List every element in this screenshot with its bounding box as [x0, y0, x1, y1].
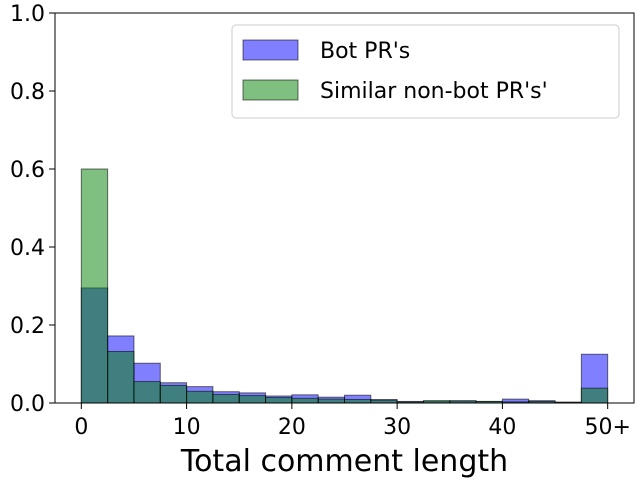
x-tick-label: 30: [383, 415, 411, 440]
y-tick-label: 0.8: [10, 80, 45, 105]
y-tick-label: 1.0: [10, 2, 45, 27]
y-axis: 0.0 0.2 0.4 0.6 0.8 1.0: [10, 2, 55, 417]
bar-series-1-bin-10: [344, 398, 372, 404]
y-tick-label: 0.2: [10, 314, 45, 339]
bar-series-1-bin-4: [186, 390, 214, 404]
legend-swatch-0: [242, 39, 299, 61]
bar-series-1-bin-19: [580, 387, 609, 404]
bar-series-1-bin-2: [133, 381, 161, 404]
series-1-bars: [80, 168, 609, 404]
y-tick-label: 0.4: [10, 236, 45, 261]
x-tick-label: 0: [74, 415, 88, 440]
bar-series-1-bin-9: [317, 398, 346, 404]
x-tick-label: 20: [278, 415, 306, 440]
x-axis-title: Total comment length: [180, 444, 508, 479]
y-tick-label: 0.6: [10, 158, 45, 183]
bar-series-1-bin-8: [291, 397, 319, 404]
plot-frame: [54, 12, 635, 404]
bar-series-1-bin-7: [265, 397, 293, 404]
legend-swatch-1: [242, 79, 299, 101]
bar-series-1-bin-6: [238, 395, 267, 404]
y-tick-label: 0.0: [10, 392, 45, 417]
legend-box: [231, 24, 620, 119]
legend: Bot PR's Similar non-bot PR's': [231, 24, 620, 119]
bar-series-1-bin-5: [212, 393, 240, 404]
x-axis: 0 10 20 30 40 50+: [74, 403, 631, 440]
bar-series-1-bin-1: [107, 351, 135, 404]
x-tick-label: 40: [488, 415, 516, 440]
bars-layer: [80, 168, 609, 404]
bar-series-1-bin-3: [159, 384, 188, 404]
legend-label-1: Similar non-bot PR's': [320, 79, 548, 104]
legend-label-0: Bot PR's: [320, 39, 410, 64]
x-tick-label: 50+: [584, 415, 630, 440]
bar-series-1-bin-0: [80, 168, 109, 404]
x-tick-label: 10: [173, 415, 201, 440]
